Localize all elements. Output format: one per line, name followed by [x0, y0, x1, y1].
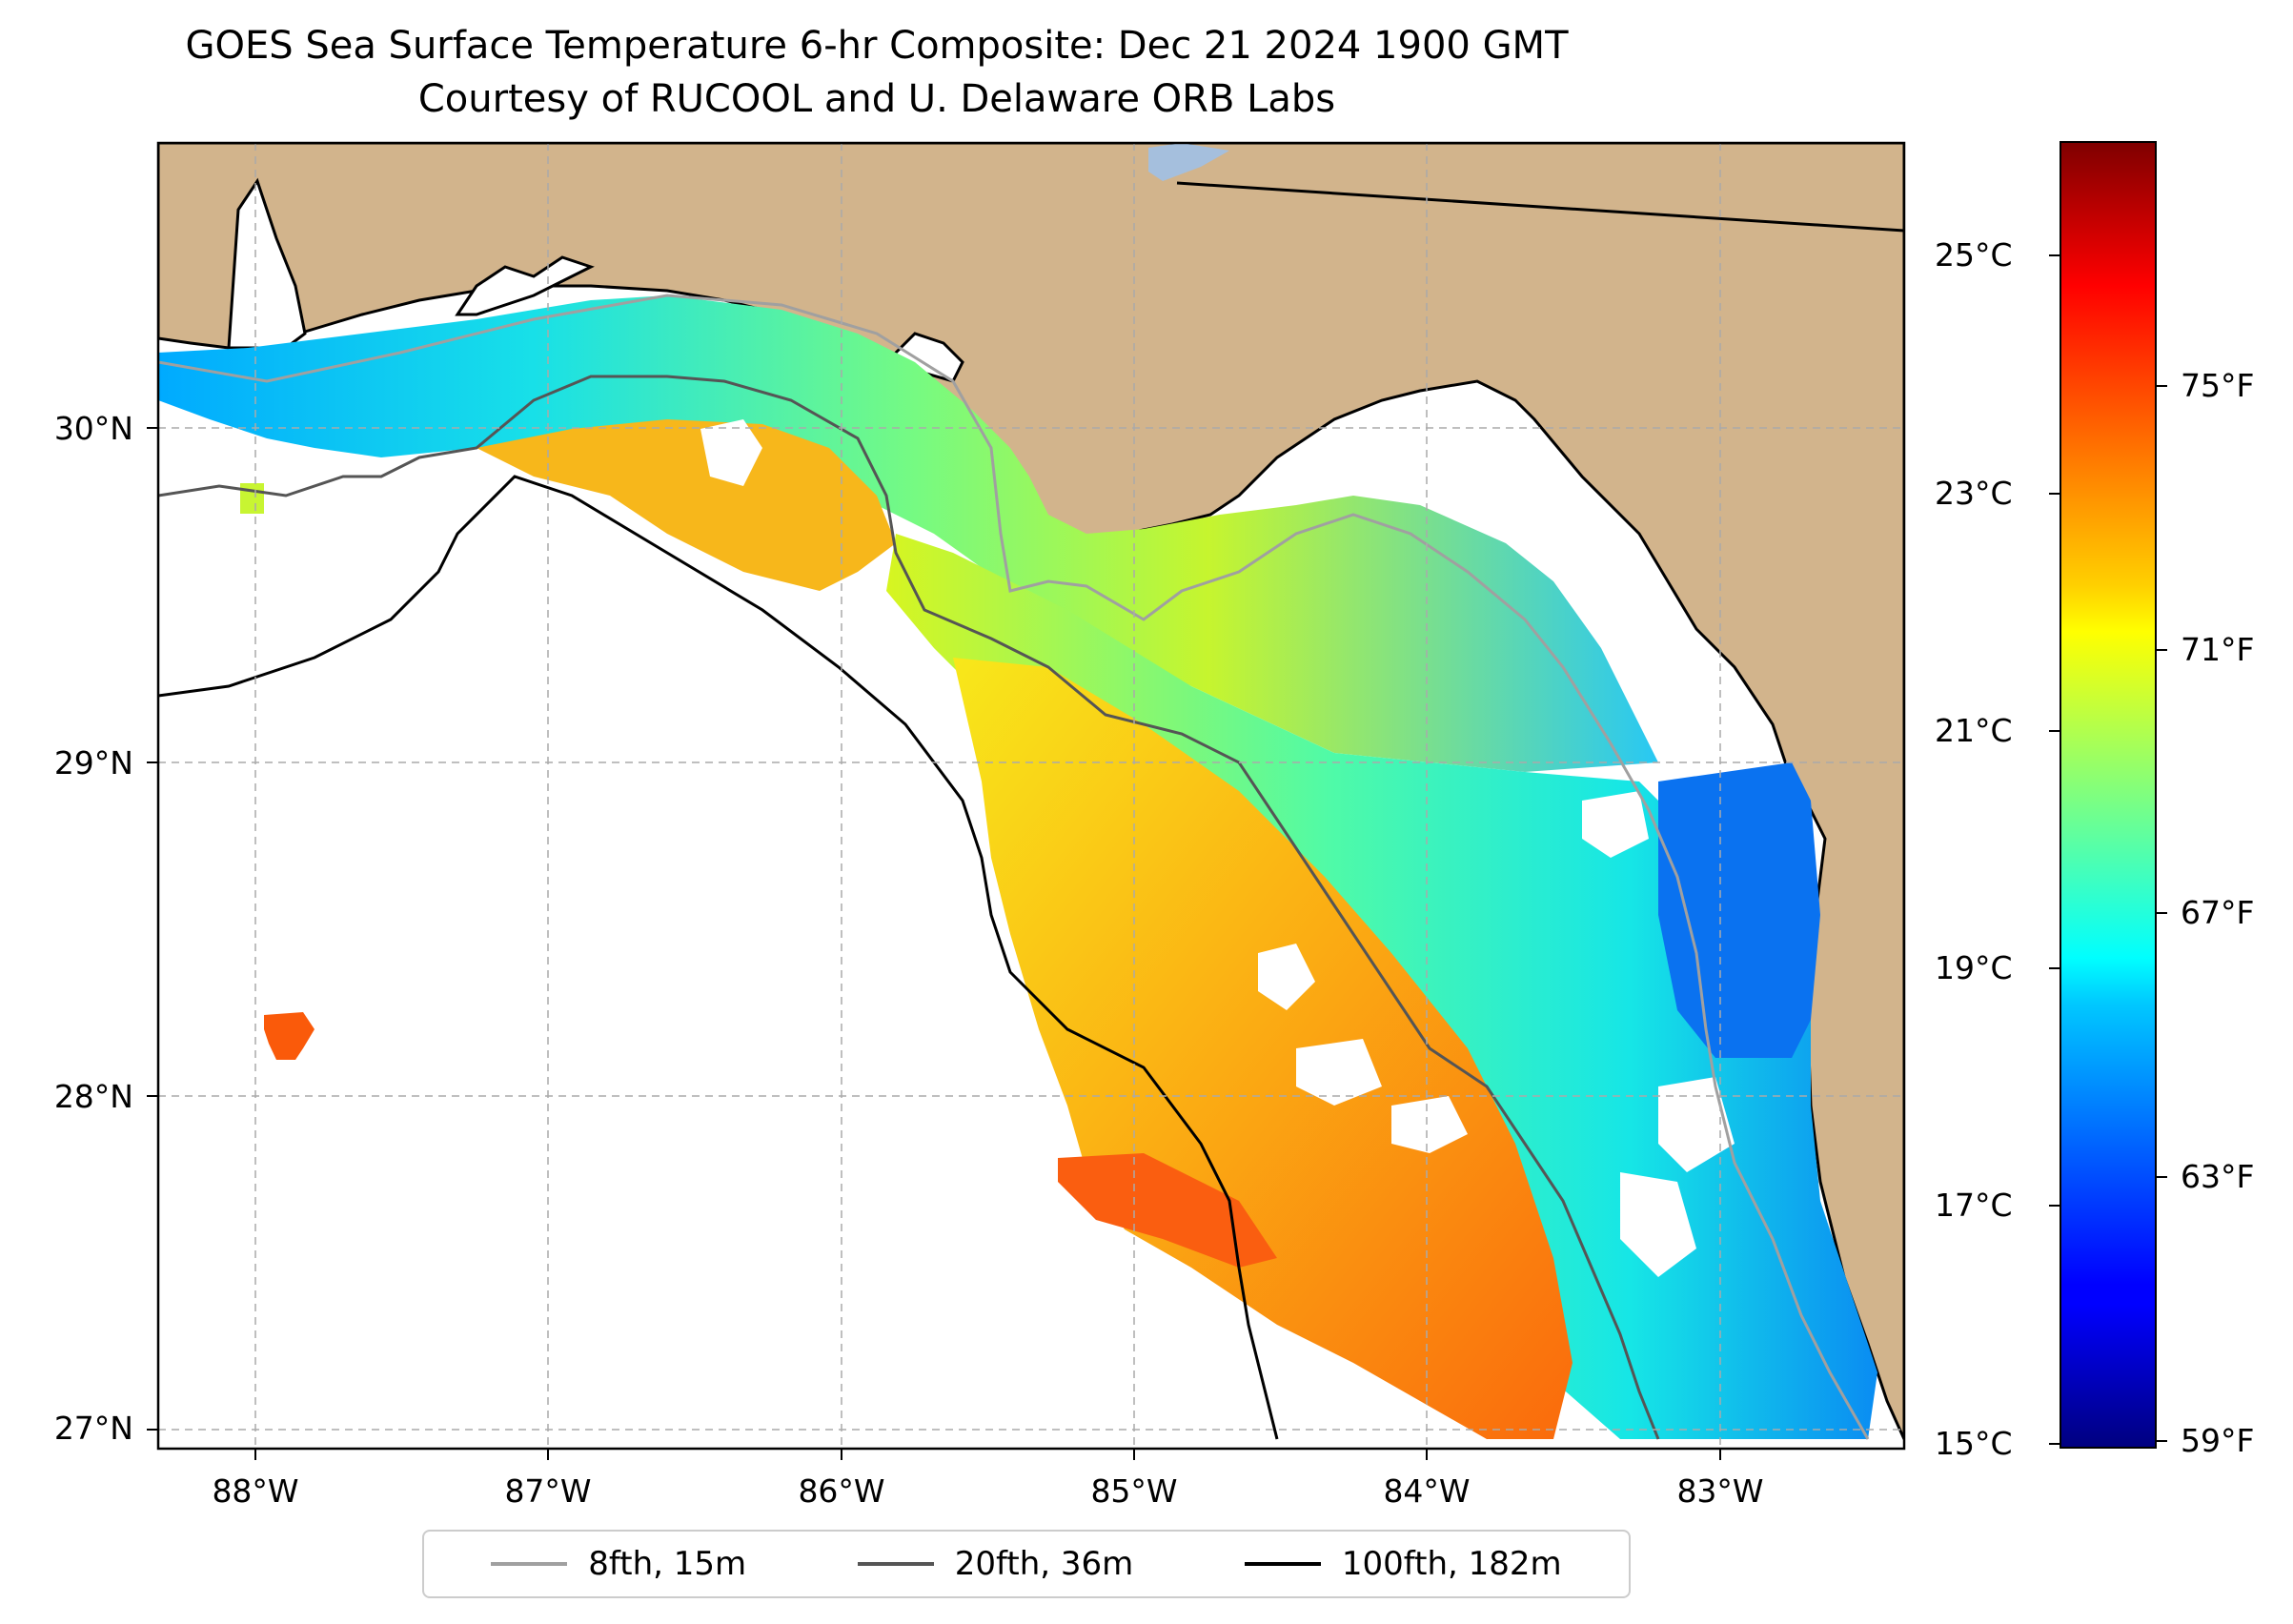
colorbar-celsius-label: 15°C [1935, 1425, 2013, 1462]
lake [1148, 143, 1229, 181]
map-subtitle: Courtesy of RUCOOL and U. Delaware ORB L… [417, 77, 1336, 121]
isobath-8fth [158, 294, 1870, 1440]
lat-label-28: 28°N [53, 1078, 133, 1115]
legend-swatch-100fth [1244, 1562, 1321, 1566]
sst-warm-core [953, 658, 1573, 1439]
sst-east-cool [1658, 762, 1820, 1058]
cloud-gap [1296, 1039, 1382, 1106]
legend-item-8fth: 8fth, 15m [491, 1545, 746, 1583]
colorbar [2060, 141, 2157, 1449]
lat-label-29: 29°N [53, 744, 133, 782]
sst-northern-band [158, 295, 1658, 772]
lat-label-27: 27°N [53, 1410, 133, 1447]
colorbar-fahrenheit-label: 67°F [2181, 894, 2255, 931]
lon-label-83: 83°W [1676, 1472, 1764, 1510]
map-area [158, 143, 1904, 1449]
lon-label-85: 85°W [1090, 1472, 1178, 1510]
colorbar-celsius-label: 19°C [1935, 949, 2013, 986]
sst-small-patch [240, 483, 264, 514]
gridlines [158, 143, 1904, 1449]
lon-label-88: 88°W [212, 1472, 299, 1510]
cloud-gap [700, 419, 762, 486]
colorbar-celsius-label: 17°C [1935, 1187, 2013, 1224]
cloud-gap [1582, 791, 1649, 858]
colorbar-fahrenheit-label: 59°F [2181, 1422, 2255, 1459]
isobath-legend: 8fth, 15m 20fth, 36m 100fth, 182m [422, 1530, 1631, 1598]
state-border [1176, 181, 1904, 233]
colorbar-celsius-label: 23°C [1935, 475, 2013, 512]
colorbar-ticks [2049, 254, 2167, 1445]
legend-label-100fth: 100fth, 182m [1341, 1545, 1562, 1583]
colorbar-celsius-label: 21°C [1935, 712, 2013, 749]
lon-label-87: 87°W [504, 1472, 592, 1510]
sst-western-warm [477, 419, 896, 591]
colorbar-fahrenheit-label: 71°F [2181, 631, 2255, 668]
lon-label-86: 86°W [798, 1472, 885, 1510]
axis-ticks [147, 427, 1721, 1460]
colorbar-fahrenheit-label: 75°F [2181, 367, 2255, 404]
legend-label-20fth: 20fth, 36m [954, 1545, 1134, 1583]
legend-item-20fth: 20fth, 36m [857, 1545, 1134, 1583]
legend-label-8fth: 8fth, 15m [588, 1545, 747, 1583]
legend-swatch-8fth [491, 1562, 568, 1566]
lon-label-84: 84°W [1383, 1472, 1471, 1510]
cloud-gap [1258, 944, 1315, 1010]
sst-southwest-orange [1058, 1153, 1277, 1268]
colorbar-fahrenheit-label: 63°F [2181, 1158, 2255, 1195]
isobath-20fth [158, 375, 1660, 1440]
map-title: GOES Sea Surface Temperature 6-hr Compos… [185, 24, 1569, 68]
lat-label-30: 30°N [53, 410, 133, 447]
colorbar-celsius-label: 25°C [1935, 236, 2013, 274]
cloud-gap [1620, 1172, 1696, 1277]
cloud-gap [1658, 1077, 1735, 1172]
map-frame [156, 141, 1906, 1451]
legend-item-100fth: 100fth, 182m [1244, 1545, 1562, 1583]
legend-swatch-20fth [857, 1562, 934, 1566]
cloud-gap [1391, 1096, 1468, 1153]
sst-isolated-patch [264, 1012, 315, 1060]
